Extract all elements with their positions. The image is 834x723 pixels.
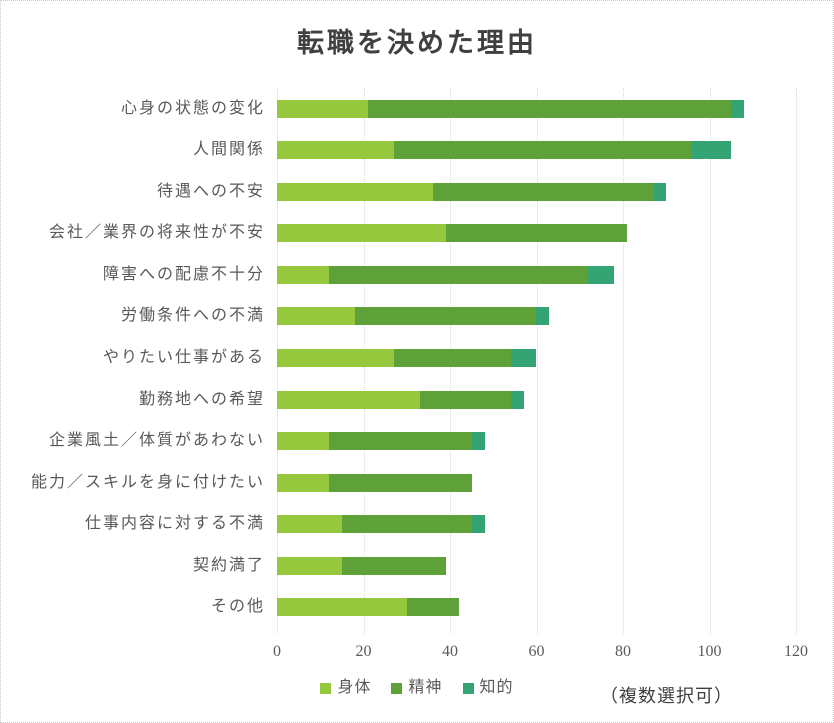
category-label: 労働条件への不満	[120, 307, 265, 325]
bar-segment-身体	[277, 307, 355, 326]
bar-row	[277, 265, 615, 284]
bar-segment-精神	[406, 598, 459, 617]
x-tick-label: 0	[273, 643, 281, 660]
legend: 身体 精神 知的	[1, 680, 833, 696]
bar-row	[277, 390, 524, 409]
bar-segment-精神	[393, 349, 511, 367]
bar-segment-知的	[588, 265, 615, 284]
category-label: やりたい仕事がある	[102, 349, 265, 366]
legend-swatch-icon	[391, 682, 403, 694]
bar-row	[277, 432, 485, 451]
bar-row	[277, 99, 745, 118]
bar-segment-身体	[277, 556, 342, 575]
bar-segment-身体	[277, 515, 342, 534]
legend-label: 身体	[337, 679, 372, 696]
legend-item-身体: 身体	[320, 680, 371, 696]
bar-segment-精神	[354, 307, 537, 326]
bar-segment-身体	[277, 141, 394, 160]
bar-segment-身体	[277, 473, 329, 492]
bar-segment-身体	[277, 99, 368, 118]
bar-segment-身体	[277, 598, 407, 617]
bar-segment-身体	[277, 265, 329, 284]
gridline-80	[623, 88, 624, 634]
x-tick-label: 60	[528, 643, 545, 660]
bar-segment-知的	[510, 390, 524, 409]
multiple-selection-note: （複数選択可）	[600, 686, 733, 706]
bar-segment-精神	[393, 141, 693, 160]
bar-row	[277, 349, 537, 367]
bar-segment-精神	[328, 473, 472, 492]
legend-swatch-icon	[320, 682, 332, 694]
category-label: 契約満了	[192, 556, 265, 574]
bar-segment-精神	[341, 515, 472, 534]
category-label: 人間関係	[192, 141, 265, 159]
category-label: 能力／スキルを身に付けたい	[30, 473, 265, 491]
x-tick-label: 80	[615, 643, 631, 660]
legend-label: 精神	[408, 679, 443, 696]
bar-row	[277, 224, 628, 243]
x-tick-label: 40	[442, 643, 458, 660]
x-tick-label: 120	[784, 643, 808, 660]
bar-segment-知的	[692, 141, 732, 160]
bar-row	[277, 473, 472, 492]
bar-segment-精神	[328, 432, 472, 451]
category-label: 障害への配慮不十分	[102, 265, 265, 283]
x-tick-label: 20	[355, 643, 372, 660]
gridline-120	[796, 88, 797, 634]
gridline-100	[709, 88, 711, 634]
category-label: 会社／業界の将来性が不安	[48, 224, 265, 242]
legend-swatch-icon	[462, 682, 474, 694]
bar-segment-身体	[277, 432, 329, 451]
chart-title: 転職を決めた理由	[297, 28, 537, 58]
legend-item-精神: 精神	[391, 680, 442, 696]
bar-segment-精神	[445, 224, 628, 243]
bar-row	[277, 556, 446, 575]
category-label: 待遇への不安	[156, 182, 265, 200]
bar-segment-知的	[471, 432, 485, 451]
category-label: 勤務地への希望	[138, 390, 265, 408]
bar-segment-身体	[277, 224, 446, 243]
bar-segment-精神	[419, 390, 511, 409]
category-label: 仕事内容に対する不満	[84, 515, 265, 533]
bar-row	[277, 598, 459, 617]
bar-segment-知的	[731, 99, 745, 118]
bar-segment-精神	[341, 556, 446, 575]
bar-row	[277, 515, 485, 534]
bar-segment-身体	[277, 182, 433, 201]
bar-row	[277, 182, 667, 201]
bar-row	[277, 307, 550, 326]
bar-segment-知的	[510, 349, 537, 367]
bar-segment-精神	[367, 99, 732, 118]
bar-segment-知的	[653, 182, 667, 201]
category-label: 企業風土／体質があわない	[48, 432, 265, 450]
bar-segment-精神	[432, 182, 654, 201]
x-tick-label: 100	[697, 643, 722, 660]
bar-segment-精神	[328, 265, 589, 284]
legend-item-知的: 知的	[462, 679, 514, 696]
category-label: その他	[210, 598, 265, 616]
legend-label: 知的	[479, 679, 514, 696]
bar-row	[277, 141, 732, 160]
bar-segment-身体	[277, 349, 394, 367]
bar-segment-知的	[471, 515, 485, 534]
category-label: 心身の状態の変化	[120, 99, 265, 117]
gridline-60	[536, 88, 538, 634]
bar-segment-知的	[536, 307, 550, 326]
bar-segment-身体	[277, 390, 420, 409]
